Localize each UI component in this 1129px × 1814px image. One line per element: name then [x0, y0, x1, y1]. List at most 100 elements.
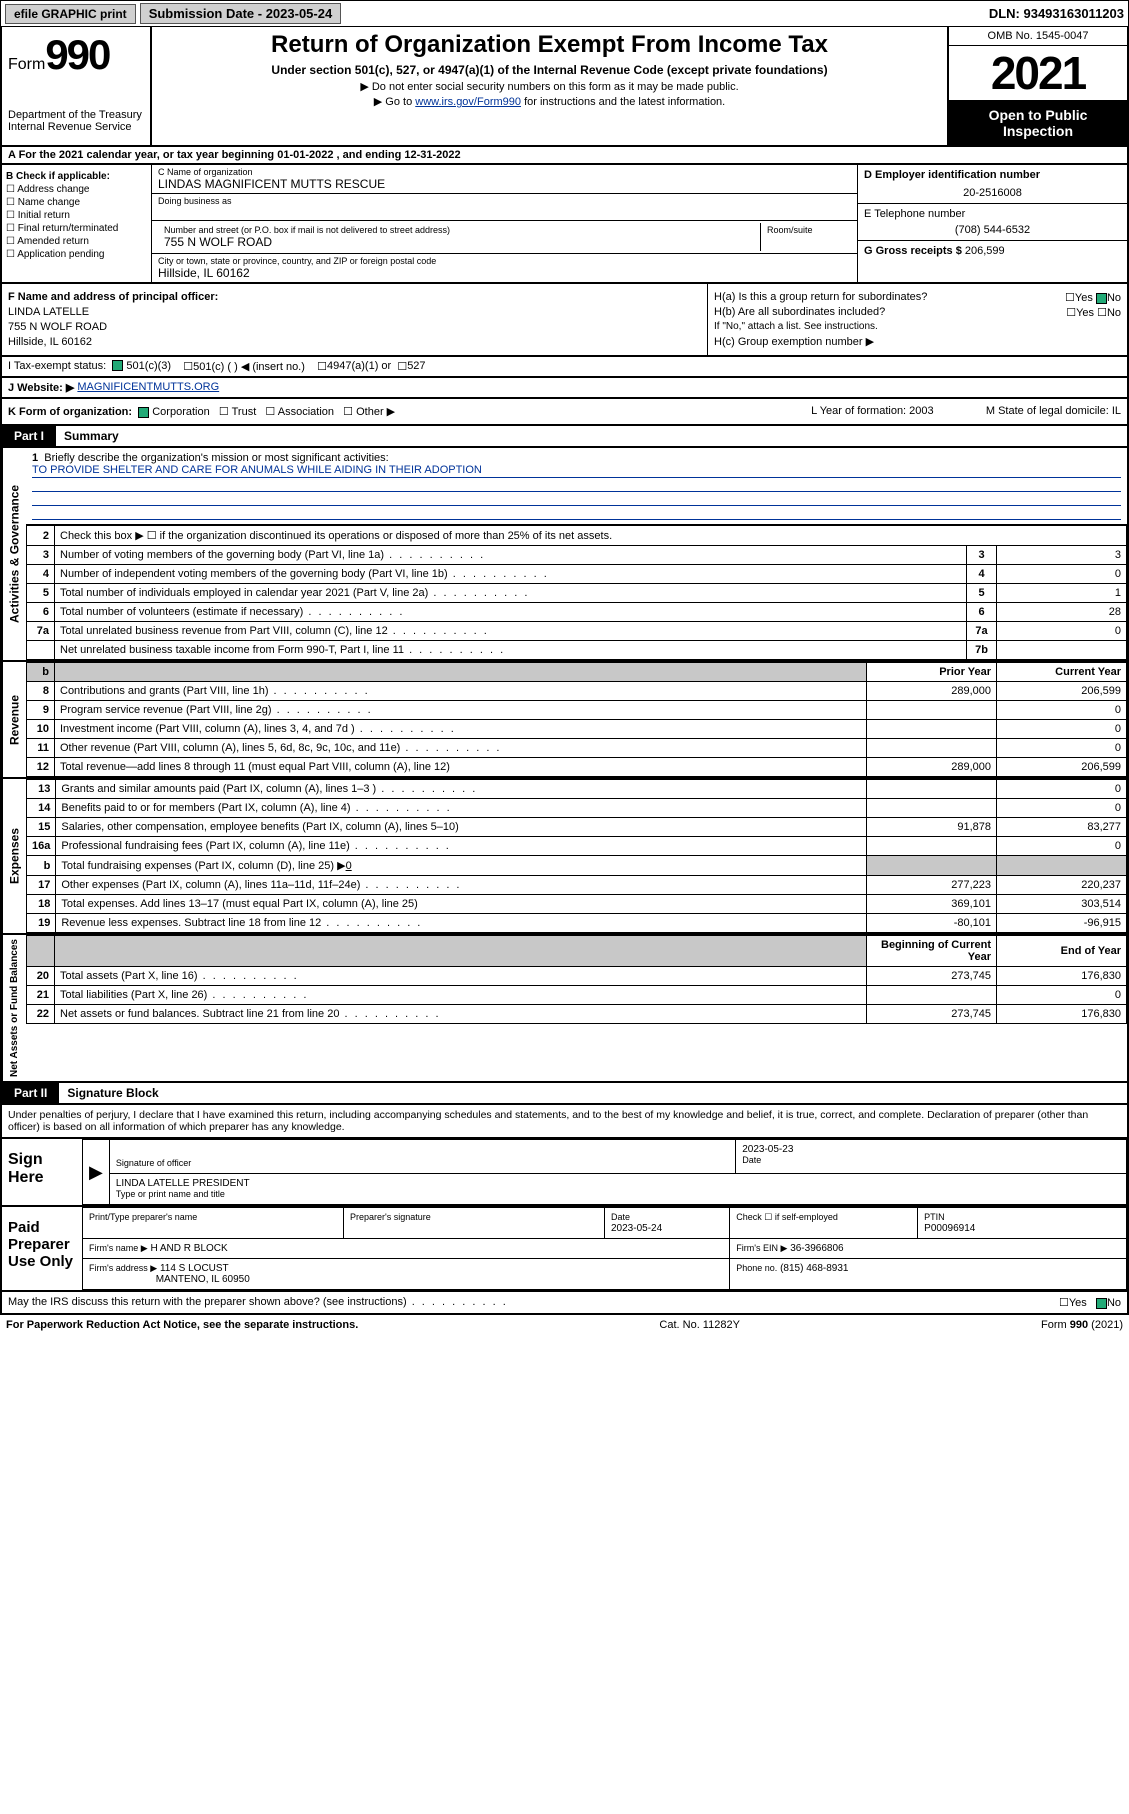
- chk-amended[interactable]: Amended return: [6, 236, 147, 247]
- page-footer: For Paperwork Reduction Act Notice, see …: [0, 1315, 1129, 1335]
- header-left: Form990 Department of the Treasury Inter…: [2, 27, 152, 145]
- side-activities: Activities & Governance: [2, 448, 26, 660]
- chk-final-return[interactable]: Final return/terminated: [6, 223, 147, 234]
- city-value: Hillside, IL 60162: [158, 266, 851, 280]
- section-revenue: Revenue bPrior YearCurrent Year 8Contrib…: [0, 662, 1129, 779]
- arrow-icon: ▶: [83, 1140, 110, 1205]
- chk-name-change[interactable]: Name change: [6, 197, 147, 208]
- row-j: J Website: ▶ MAGNIFICENTMUTTS.ORG: [0, 378, 1129, 399]
- h-a-no-check[interactable]: [1096, 293, 1107, 304]
- section-activities: Activities & Governance 1 Briefly descri…: [0, 448, 1129, 662]
- goto-pre: ▶ Go to: [374, 96, 415, 108]
- firm-ein: 36-3966806: [790, 1243, 843, 1254]
- part-ii-label: Part II: [2, 1083, 59, 1103]
- tax-period: A For the 2021 calendar year, or tax yea…: [0, 147, 1129, 165]
- irs-link[interactable]: www.irs.gov/Form990: [415, 96, 521, 108]
- line16a: Professional fundraising fees (Part IX, …: [56, 837, 867, 856]
- line10: Investment income (Part VIII, column (A)…: [55, 720, 867, 739]
- section-net-assets: Net Assets or Fund Balances Beginning of…: [0, 935, 1129, 1083]
- chk-corporation[interactable]: [138, 407, 149, 418]
- officer-sig-label: Signature of officer: [116, 1158, 191, 1168]
- addr-label: Number and street (or P.O. box if mail i…: [164, 225, 754, 235]
- form-subtitle: Under section 501(c), 527, or 4947(a)(1)…: [162, 63, 937, 77]
- chk-app-pending[interactable]: Application pending: [6, 249, 147, 260]
- org-name-label: C Name of organization: [158, 167, 851, 177]
- firm-addr1: 114 S LOCUST: [160, 1263, 229, 1274]
- line7b: Net unrelated business taxable income fr…: [55, 641, 967, 660]
- line8: Contributions and grants (Part VIII, lin…: [55, 682, 867, 701]
- officer-print-name: LINDA LATELLE PRESIDENT: [116, 1178, 1120, 1189]
- line11: Other revenue (Part VIII, column (A), li…: [55, 739, 867, 758]
- tax-exempt-label: I Tax-exempt status:: [8, 360, 106, 373]
- line7a: Total unrelated business revenue from Pa…: [55, 622, 967, 641]
- block-f-h: F Name and address of principal officer:…: [0, 284, 1129, 357]
- room-suite-label: Room/suite: [761, 223, 851, 251]
- header-right: OMB No. 1545-0047 2021 Open to PublicIns…: [947, 27, 1127, 145]
- discuss-question: May the IRS discuss this return with the…: [8, 1296, 508, 1309]
- line9: Program service revenue (Part VIII, line…: [55, 701, 867, 720]
- side-revenue: Revenue: [2, 662, 26, 777]
- val3: 3: [997, 546, 1127, 565]
- mission-text: TO PROVIDE SHELTER AND CARE FOR ANUMALS …: [32, 464, 1121, 478]
- line18: Total expenses. Add lines 13–17 (must eq…: [56, 895, 867, 914]
- dln: DLN: 93493163011203: [989, 6, 1124, 21]
- tax-year: 2021: [949, 46, 1127, 101]
- paid-preparer-label: Paid Preparer Use Only: [2, 1207, 82, 1290]
- officer-name: LINDA LATELLE: [8, 306, 701, 318]
- part-ii-title: Signature Block: [59, 1083, 166, 1103]
- part-i-header: Part I Summary: [0, 426, 1129, 448]
- ein-label: D Employer identification number: [864, 169, 1121, 181]
- hdr-begin: Beginning of Current Year: [867, 936, 997, 967]
- val6: 28: [997, 603, 1127, 622]
- line21: Total liabilities (Part X, line 26): [55, 986, 867, 1005]
- dba-label: Doing business as: [158, 196, 851, 206]
- discuss-no-check[interactable]: [1096, 1298, 1107, 1309]
- line1-label: Briefly describe the organization's miss…: [44, 452, 388, 464]
- irs-label: Internal Revenue Service: [8, 121, 144, 133]
- side-net-assets: Net Assets or Fund Balances: [2, 935, 26, 1081]
- part-ii-header: Part II Signature Block: [0, 1083, 1129, 1105]
- prep-date: 2023-05-24: [611, 1223, 662, 1234]
- dept-treasury: Department of the Treasury: [8, 109, 144, 121]
- row-i: I Tax-exempt status: 501(c)(3) ☐ 501(c) …: [0, 357, 1129, 378]
- line15: Salaries, other compensation, employee b…: [56, 818, 867, 837]
- h-b-note: If "No," attach a list. See instructions…: [714, 321, 1121, 332]
- officer-addr1: 755 N WOLF ROAD: [8, 321, 701, 333]
- gross-receipts-value: 206,599: [965, 245, 1005, 257]
- line14: Benefits paid to or for members (Part IX…: [56, 799, 867, 818]
- chk-address-change[interactable]: Address change: [6, 184, 147, 195]
- chk-initial-return[interactable]: Initial return: [6, 210, 147, 221]
- header-mid: Return of Organization Exempt From Incom…: [152, 27, 947, 145]
- line12: Total revenue—add lines 8 through 11 (mu…: [55, 758, 867, 777]
- line2: Check this box ▶ ☐ if the organization d…: [55, 526, 1127, 546]
- form-org-label: K Form of organization:: [8, 406, 132, 418]
- section-expenses: Expenses 13Grants and similar amounts pa…: [0, 779, 1129, 935]
- footer-right: Form 990 (2021): [1041, 1319, 1123, 1331]
- line5: Total number of individuals employed in …: [55, 584, 967, 603]
- paid-preparer-block: Paid Preparer Use Only Print/Type prepar…: [0, 1207, 1129, 1292]
- val7b: [997, 641, 1127, 660]
- side-expenses: Expenses: [2, 779, 26, 933]
- efile-button[interactable]: efile GRAPHIC print: [5, 4, 136, 24]
- chk-501c3[interactable]: [112, 360, 123, 371]
- year-formation: L Year of formation: 2003: [811, 405, 934, 418]
- submission-date: Submission Date - 2023-05-24: [140, 3, 342, 24]
- open-to-public: Open to PublicInspection: [949, 101, 1127, 145]
- penalty-statement: Under penalties of perjury, I declare th…: [0, 1105, 1129, 1139]
- self-employed-check[interactable]: Check ☐ if self-employed: [736, 1212, 838, 1222]
- gross-receipts-label: G Gross receipts $: [864, 245, 962, 257]
- h-b-label: H(b) Are all subordinates included?: [714, 306, 885, 318]
- sig-date: 2023-05-23: [742, 1144, 1120, 1155]
- website-label: J Website: ▶: [8, 381, 74, 394]
- part-i-label: Part I: [2, 426, 56, 446]
- line17: Other expenses (Part IX, column (A), lin…: [56, 876, 867, 895]
- phone-value: (708) 544-6532: [864, 224, 1121, 236]
- website-link[interactable]: MAGNIFICENTMUTTS.ORG: [77, 381, 219, 394]
- governance-table: 2Check this box ▶ ☐ if the organization …: [26, 525, 1127, 660]
- form-number: 990: [45, 31, 109, 78]
- phone-label: E Telephone number: [864, 208, 1121, 220]
- line22: Net assets or fund balances. Subtract li…: [55, 1005, 867, 1024]
- officer-addr2: Hillside, IL 60162: [8, 336, 701, 348]
- val4: 0: [997, 565, 1127, 584]
- footer-cat: Cat. No. 11282Y: [659, 1319, 740, 1331]
